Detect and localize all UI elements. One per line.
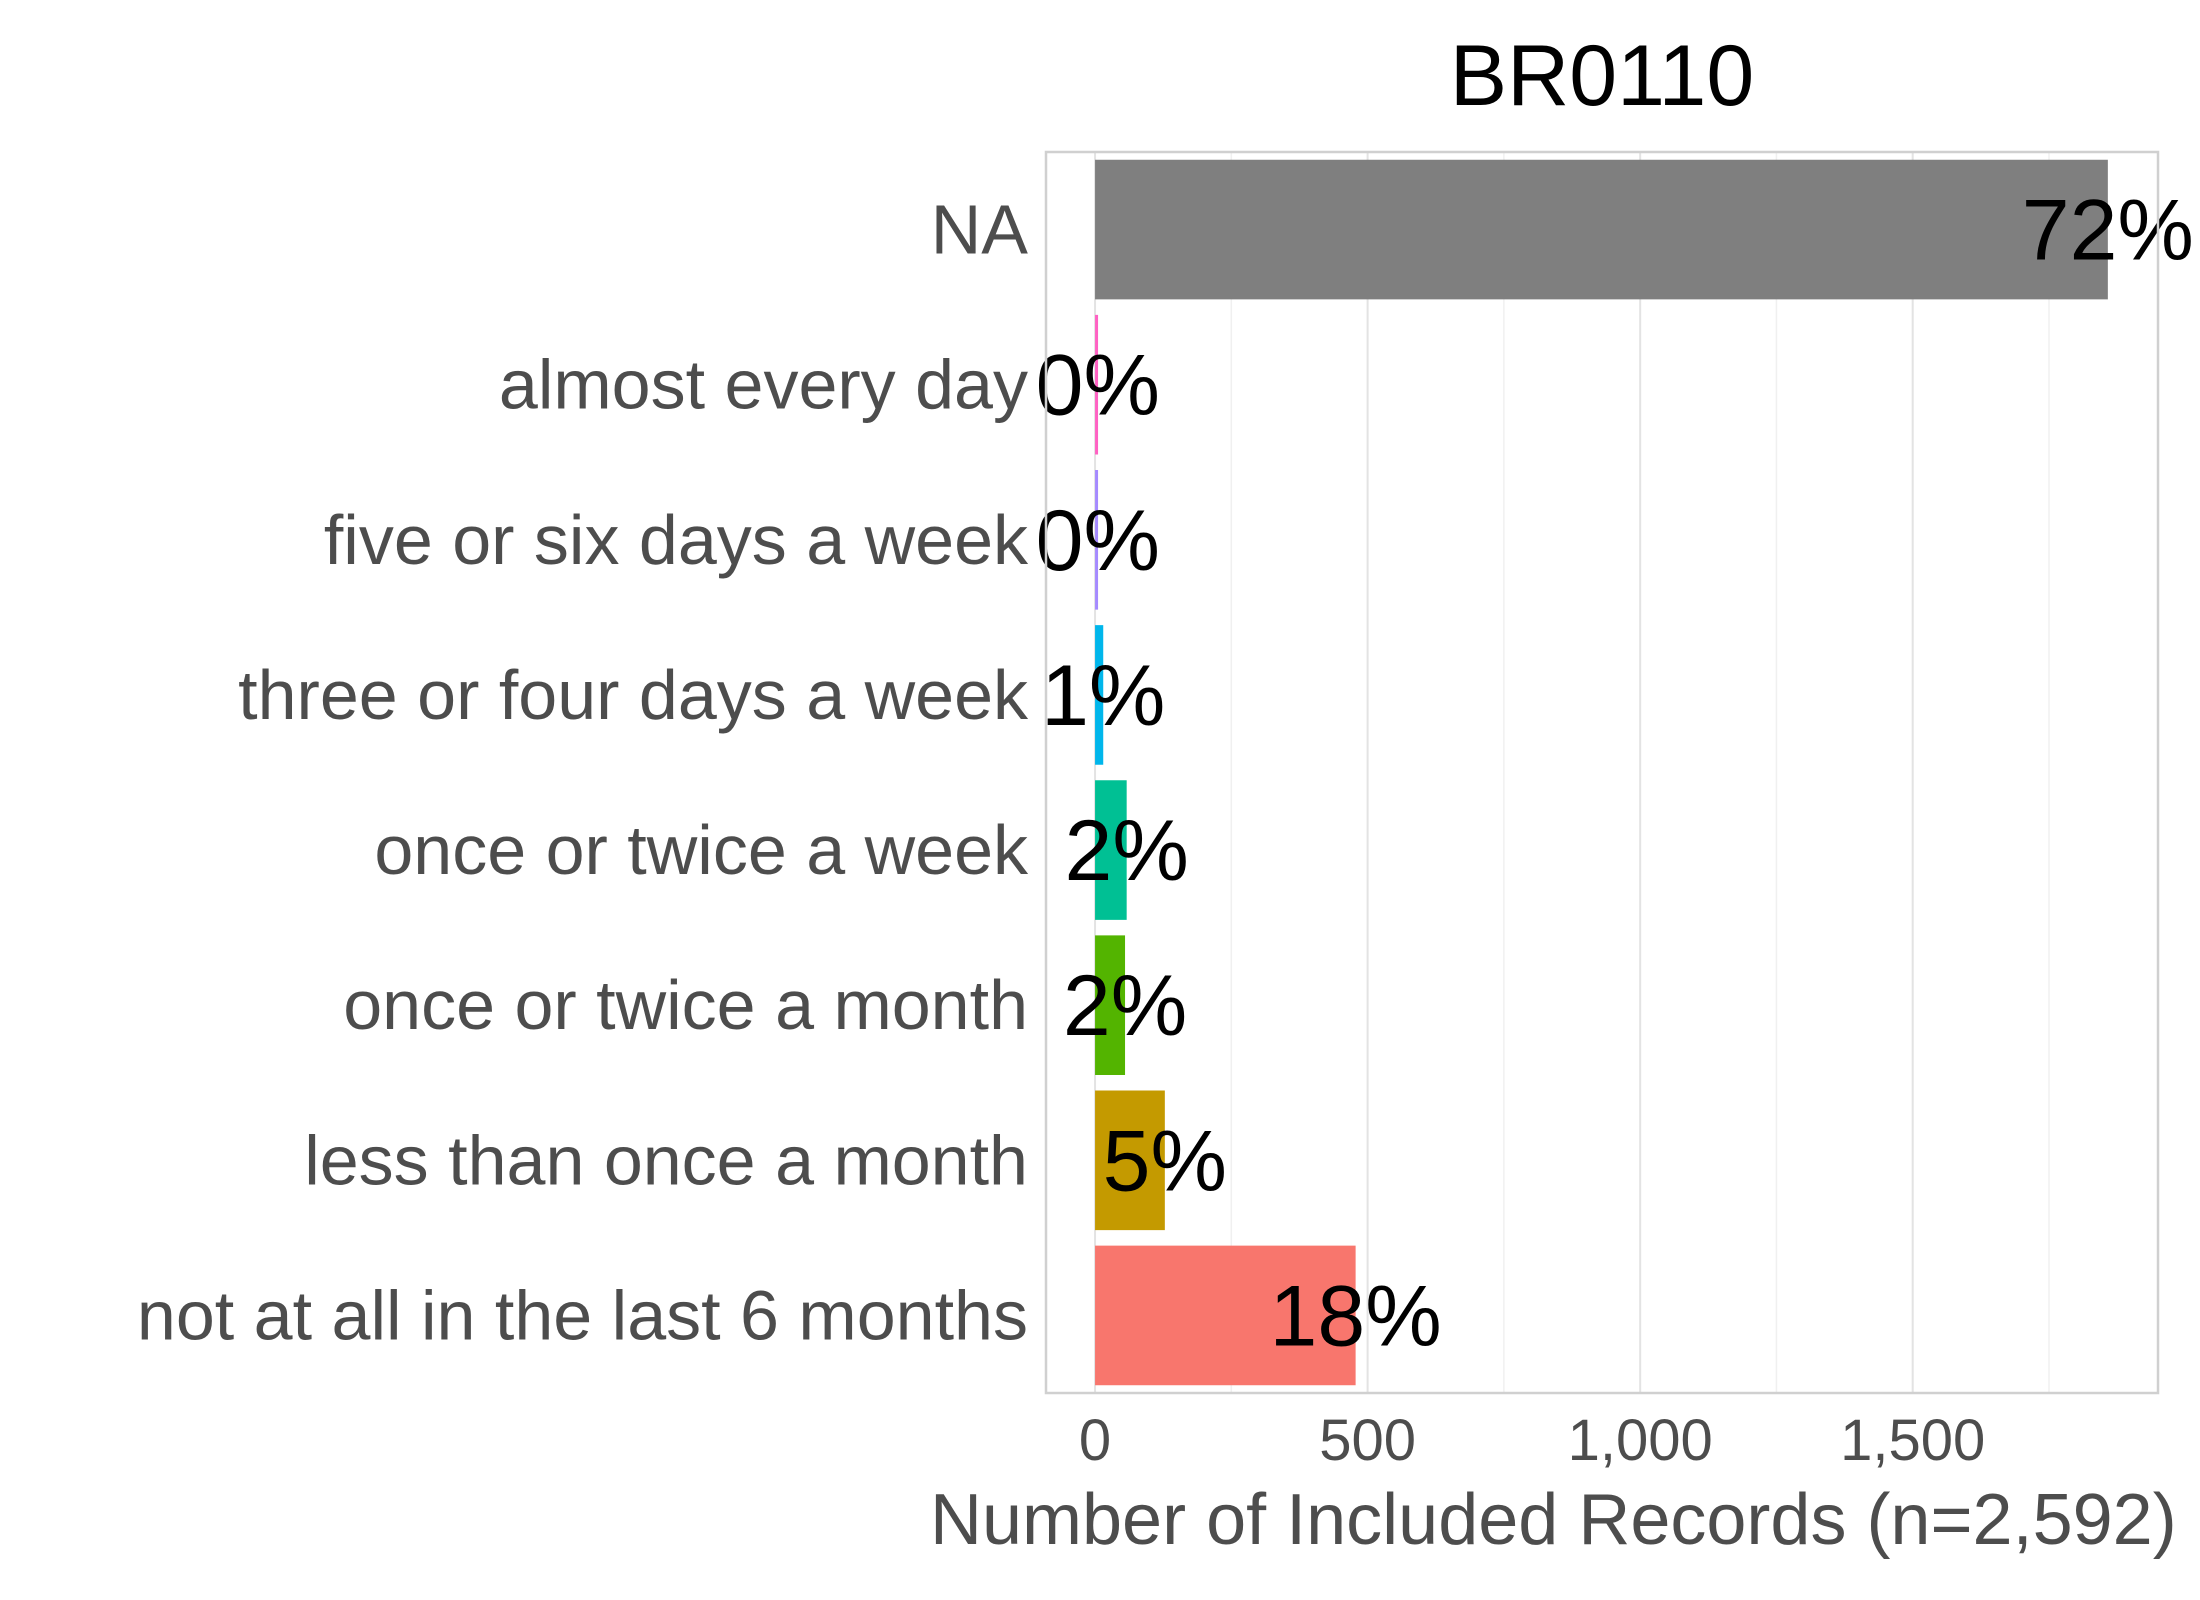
bar — [1095, 780, 1127, 920]
x-tick-label: 500 — [1319, 1408, 1416, 1473]
bar — [1095, 470, 1099, 610]
category-labels: NA almost every day five or six days a wee… — [137, 191, 1029, 1355]
bar-percent-label: 0% — [1036, 493, 1160, 589]
gridlines — [1094, 152, 2050, 1393]
bar — [1095, 314, 1099, 455]
bar-percent-label: 2% — [1065, 803, 1189, 899]
bar-percent-label: 5% — [1103, 1113, 1227, 1209]
x-tick-label: 0 — [1079, 1408, 1111, 1473]
chart-title: BR0110 — [1450, 28, 1754, 124]
bar-percent-label: 18% — [1270, 1268, 1442, 1364]
bar — [1095, 159, 2108, 300]
plot-panel-border — [1044, 150, 2160, 1395]
bar — [1095, 1245, 1356, 1386]
x-tick-label: 1,000 — [1568, 1408, 1713, 1473]
category-label: NA — [931, 191, 1029, 269]
category-label: almost every day — [499, 346, 1028, 424]
x-tick-labels: 0 500 1,000 1,500 — [1079, 1408, 1985, 1473]
bar-percent-label: 72% — [2022, 183, 2194, 279]
bar — [1095, 1090, 1165, 1231]
category-label: three or four days a week — [238, 656, 1029, 734]
bar-percent-label: 2% — [1063, 958, 1187, 1054]
category-label: once or twice a month — [343, 966, 1028, 1044]
category-label: once or twice a week — [374, 811, 1029, 889]
bar-percent-label: 1% — [1041, 648, 1165, 744]
bars: 72% 0% 0% 1% 2% 2% 5% 18% — [1036, 159, 2194, 1386]
category-label: not at all in the last 6 months — [137, 1276, 1028, 1354]
bar — [1095, 935, 1126, 1075]
bar-percent-label: 0% — [1036, 338, 1160, 434]
category-label: less than once a month — [304, 1121, 1028, 1199]
bar — [1095, 625, 1104, 765]
x-tick-label: 1,500 — [1840, 1408, 1985, 1473]
category-label: five or six days a week — [324, 501, 1029, 579]
x-axis-title: Number of Included Records (n=2,592) — [930, 1480, 2177, 1560]
